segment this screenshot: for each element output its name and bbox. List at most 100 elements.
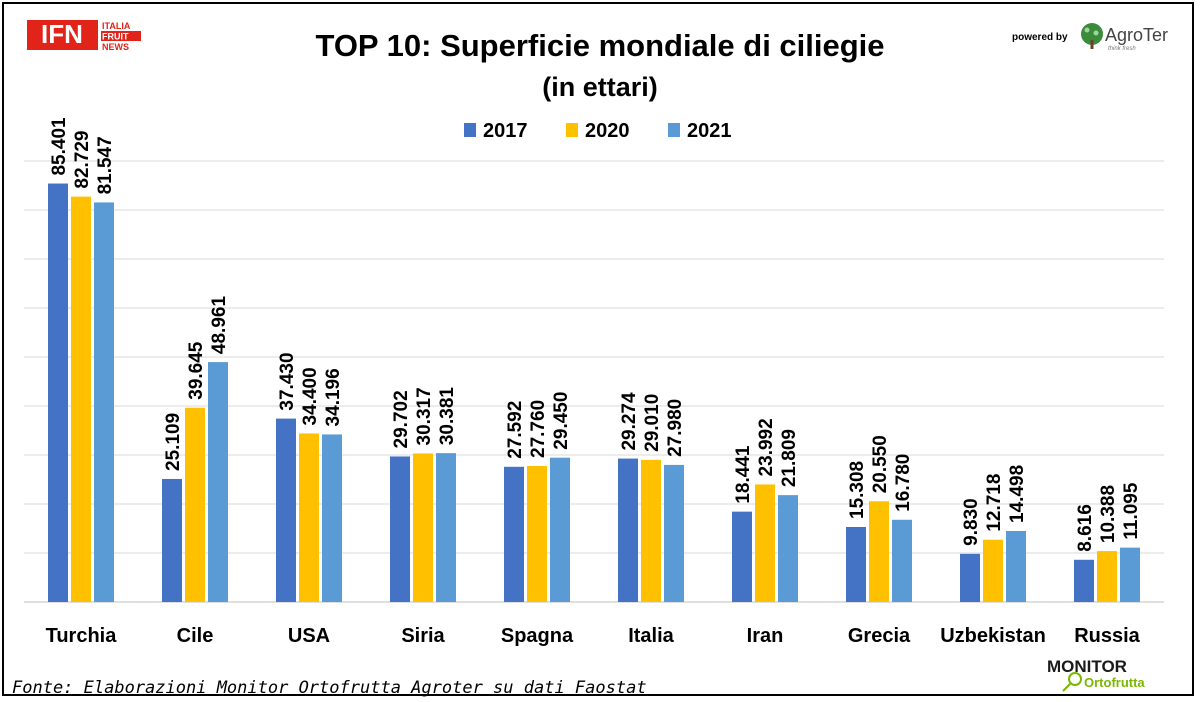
- category-label-iran: Iran: [747, 625, 784, 647]
- value-label-cile-2021: 48.961: [209, 296, 230, 355]
- sponsor-name: AgroTer: [1105, 25, 1168, 45]
- legend: 2017 2020 2021: [464, 120, 732, 142]
- value-label-uzbekistan-2020: 12.718: [984, 474, 1005, 532]
- bar-cile-2021: [208, 362, 228, 602]
- value-label-russia-2017: 8.616: [1075, 504, 1096, 552]
- bar-uzbekistan-2020: [983, 539, 1003, 602]
- sponsor-tagline: think fresh: [1108, 46, 1136, 52]
- bar-usa-2017: [276, 418, 296, 602]
- value-label-siria-2021: 30.381: [437, 387, 458, 446]
- bar-spagna-2021: [550, 457, 570, 602]
- value-label-usa-2017: 37.430: [277, 352, 298, 410]
- bar-uzbekistan-2021: [1006, 530, 1026, 602]
- category-label-italia: Italia: [628, 625, 674, 647]
- monitor-logo-text: MONITOR: [1047, 657, 1127, 676]
- chart-subtitle: (in ettari): [542, 72, 658, 102]
- value-label-cile-2017: 25.109: [163, 413, 184, 471]
- source-note: Fonte: Elaborazioni Monitor Ortofrutta A…: [12, 678, 647, 698]
- magnifier-icon: [1068, 672, 1082, 686]
- tree-icon: [1081, 23, 1103, 49]
- bar-cile-2017: [162, 478, 182, 602]
- bar-italia-2020: [641, 459, 661, 602]
- monitor-logo-subtext: Ortofrutta: [1084, 675, 1145, 690]
- ifn-logo-sub-band: [101, 31, 141, 41]
- monitor-ortofrutta-logo: MONITOR Ortofrutta: [1047, 657, 1145, 692]
- bar-usa-2021: [322, 434, 342, 602]
- chart-title: TOP 10: Superficie mondiale di ciliegie: [315, 28, 884, 63]
- value-label-grecia-2020: 20.550: [870, 435, 891, 493]
- value-label-grecia-2017: 15.308: [847, 461, 868, 519]
- bar-turchia-2017: [48, 183, 68, 602]
- bar-siria-2017: [390, 456, 410, 602]
- bar-grecia-2017: [846, 526, 866, 602]
- chart: IFN ITALIA FRUIT NEWS TOP 10: Superficie…: [12, 19, 1168, 698]
- bar-russia-2017: [1074, 559, 1094, 602]
- category-labels: Turchia Cile USA Siria Spagna Italia Iran Greci…: [46, 625, 1141, 647]
- bar-iran-2021: [778, 495, 798, 602]
- category-label-turchia: Turchia: [46, 625, 118, 647]
- sponsor-block: powered by AgroTer think fresh: [1012, 23, 1168, 52]
- category-label-cile: Cile: [177, 625, 214, 647]
- ifn-logo: IFN ITALIA FRUIT NEWS: [27, 19, 141, 52]
- bar-siria-2020: [413, 453, 433, 602]
- value-label-italia-2020: 29.010: [642, 394, 663, 452]
- category-label-russia: Russia: [1074, 625, 1140, 647]
- ifn-logo-sub-2: FRUIT: [102, 32, 129, 42]
- value-label-russia-2021: 11.095: [1121, 482, 1142, 539]
- bar-italia-2021: [664, 464, 684, 602]
- value-label-spagna-2020: 27.760: [528, 400, 549, 458]
- ifn-logo-sub-1: ITALIA: [102, 21, 131, 31]
- value-label-italia-2021: 27.980: [665, 399, 686, 457]
- value-label-siria-2020: 30.317: [414, 387, 435, 445]
- ifn-logo-box: [27, 20, 98, 50]
- bar-usa-2020: [299, 433, 319, 602]
- ifn-logo-sub-3: NEWS: [102, 42, 129, 52]
- bar-spagna-2020: [527, 465, 547, 602]
- value-label-grecia-2021: 16.780: [893, 454, 914, 512]
- bar-uzbekistan-2017: [960, 553, 980, 602]
- bar-siria-2021: [436, 453, 456, 602]
- value-label-turchia-2020: 82.729: [72, 131, 93, 189]
- bar-grecia-2021: [892, 519, 912, 602]
- category-label-uzbekistan: Uzbekistan: [940, 625, 1046, 647]
- value-label-iran-2020: 23.992: [756, 418, 777, 476]
- legend-label-2017: 2017: [483, 120, 528, 142]
- legend-swatch-2020: [566, 123, 578, 137]
- legend-label-2021: 2021: [687, 120, 732, 142]
- ifn-logo-text: IFN: [41, 19, 83, 49]
- category-label-spagna: Spagna: [501, 625, 574, 647]
- value-label-spagna-2021: 29.450: [551, 392, 572, 450]
- powered-by-text: powered by: [1012, 32, 1068, 43]
- bar-spagna-2017: [504, 466, 524, 602]
- category-label-usa: USA: [288, 625, 330, 647]
- bar-italia-2017: [618, 458, 638, 602]
- bar-cile-2020: [185, 407, 205, 602]
- value-label-iran-2021: 21.809: [779, 429, 800, 487]
- value-label-cile-2020: 39.645: [186, 341, 207, 400]
- bar-russia-2020: [1097, 551, 1117, 602]
- value-label-siria-2017: 29.702: [391, 390, 412, 448]
- category-label-grecia: Grecia: [848, 625, 911, 647]
- value-label-italia-2017: 29.274: [619, 392, 640, 451]
- bar-turchia-2021: [94, 202, 114, 603]
- legend-swatch-2021: [668, 123, 680, 137]
- bar-iran-2020: [755, 484, 775, 602]
- value-label-turchia-2017: 85.401: [49, 117, 70, 176]
- bar-turchia-2020: [71, 196, 91, 602]
- category-label-siria: Siria: [401, 625, 445, 647]
- value-label-turchia-2021: 81.547: [95, 136, 116, 194]
- bar-iran-2017: [732, 511, 752, 602]
- value-label-iran-2017: 18.441: [733, 445, 754, 504]
- bar-grecia-2020: [869, 501, 889, 602]
- value-label-spagna-2017: 27.592: [505, 401, 526, 459]
- bars: [48, 183, 1140, 603]
- value-label-uzbekistan-2017: 9.830: [961, 498, 982, 546]
- value-label-uzbekistan-2021: 14.498: [1007, 465, 1028, 523]
- bar-russia-2021: [1120, 547, 1140, 602]
- value-label-usa-2021: 34.196: [323, 368, 344, 426]
- legend-label-2020: 2020: [585, 120, 630, 142]
- value-label-usa-2020: 34.400: [300, 367, 321, 425]
- value-label-russia-2020: 10.388: [1098, 485, 1119, 543]
